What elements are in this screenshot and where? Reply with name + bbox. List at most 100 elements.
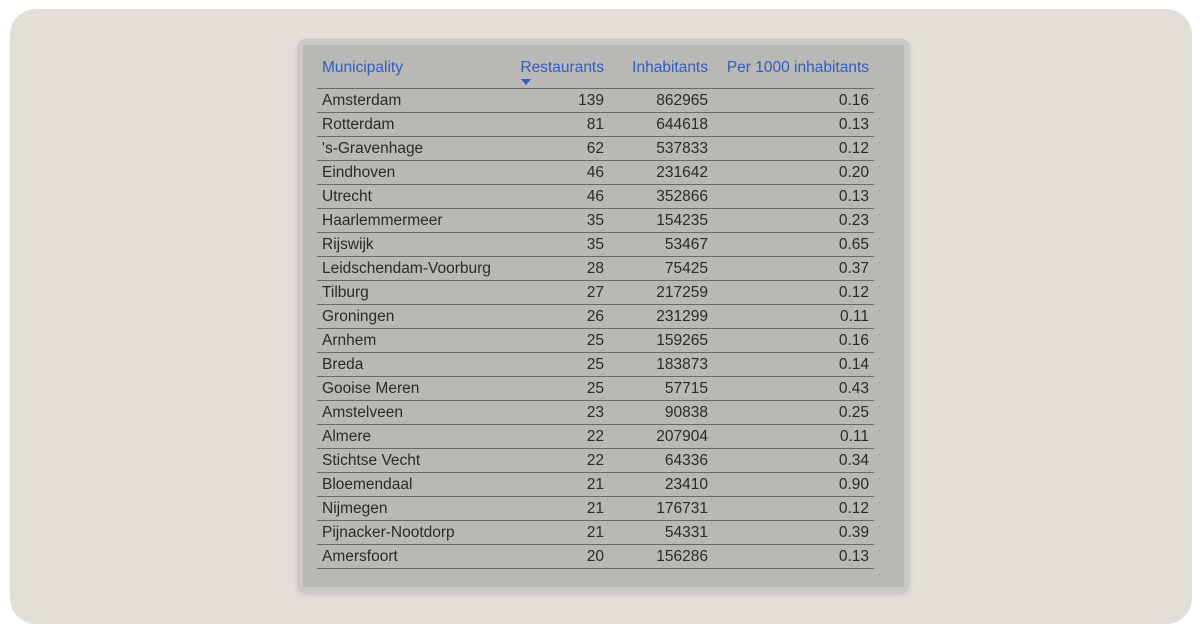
column-header-label: Restaurants (520, 59, 604, 76)
cell-municipality: 's-Gravenhage (322, 140, 424, 157)
cell-inhabitants: 156286 (656, 548, 708, 565)
cell-restaurants: 25 (586, 332, 604, 349)
cell-municipality: Breda (322, 356, 364, 373)
cell-per-1000-inhabitants: 0.43 (838, 380, 869, 397)
column-header-inhabitants[interactable]: Inhabitants (632, 59, 708, 76)
column-header-municipality[interactable]: Municipality (322, 59, 403, 76)
cell-per-1000-inhabitants: 0.12 (838, 140, 869, 157)
cell-municipality: Utrecht (322, 188, 372, 205)
cell-municipality: Stichtse Vecht (322, 452, 421, 469)
cell-inhabitants: 644618 (656, 116, 708, 133)
table-header-row: Municipality Restaurants Inhabitants Per… (317, 45, 874, 89)
cell-restaurants: 22 (586, 452, 604, 469)
cell-per-1000-inhabitants: 0.39 (838, 524, 869, 541)
table-visual-container: Municipality Restaurants Inhabitants Per… (297, 39, 910, 593)
cell-municipality: Amstelveen (322, 404, 403, 421)
column-header-restaurants[interactable]: Restaurants (514, 59, 604, 88)
table-row[interactable]: Amstelveen 23 90838 0.25 (317, 401, 874, 425)
cell-restaurants: 27 (586, 284, 604, 301)
cell-municipality: Amsterdam (322, 92, 402, 109)
table-row[interactable]: Groningen 26 231299 0.11 (317, 305, 874, 329)
cell-per-1000-inhabitants: 0.13 (838, 188, 869, 205)
cell-municipality: Eindhoven (322, 164, 396, 181)
cell-per-1000-inhabitants: 0.90 (838, 476, 869, 493)
table-row[interactable]: Bloemendaal 21 23410 0.90 (317, 473, 874, 497)
table-row[interactable]: Haarlemmermeer 35 154235 0.23 (317, 209, 874, 233)
table-row[interactable]: Rotterdam 81 644618 0.13 (317, 113, 874, 137)
cell-municipality: Bloemendaal (322, 476, 413, 493)
cell-inhabitants: 183873 (656, 356, 708, 373)
cell-municipality: Leidschendam-Voorburg (322, 260, 491, 277)
table-row[interactable]: Stichtse Vecht 22 64336 0.34 (317, 449, 874, 473)
report-canvas: Municipality Restaurants Inhabitants Per… (10, 9, 1192, 624)
municipality-table: Municipality Restaurants Inhabitants Per… (317, 45, 874, 569)
cell-restaurants: 139 (578, 92, 604, 109)
cell-inhabitants: 75425 (664, 260, 708, 277)
table-row[interactable]: Gooise Meren 25 57715 0.43 (317, 377, 874, 401)
cell-municipality: Groningen (322, 308, 395, 325)
table-row[interactable]: Almere 22 207904 0.11 (317, 425, 874, 449)
column-header-restaurants-wrap: Restaurants (520, 59, 604, 85)
cell-per-1000-inhabitants: 0.13 (838, 116, 869, 133)
cell-inhabitants: 176731 (656, 500, 708, 517)
table-body: Amsterdam 139 862965 0.16 Rotterdam 81 644618 0… (317, 89, 874, 569)
cell-restaurants: 62 (586, 140, 604, 157)
cell-restaurants: 81 (586, 116, 604, 133)
cell-per-1000-inhabitants: 0.11 (839, 428, 869, 445)
table-row[interactable]: Eindhoven 46 231642 0.20 (317, 161, 874, 185)
cell-municipality: Pijnacker-Nootdorp (322, 524, 455, 541)
cell-per-1000-inhabitants: 0.20 (838, 164, 869, 181)
cell-restaurants: 25 (586, 356, 604, 373)
table-row[interactable]: Breda 25 183873 0.14 (317, 353, 874, 377)
cell-restaurants: 21 (586, 524, 604, 541)
cell-restaurants: 46 (586, 188, 604, 205)
cell-inhabitants: 54331 (664, 524, 708, 541)
cell-per-1000-inhabitants: 0.23 (838, 212, 869, 229)
table-row[interactable]: Amersfoort 20 156286 0.13 (317, 545, 874, 569)
cell-inhabitants: 231642 (656, 164, 708, 181)
cell-inhabitants: 537833 (656, 140, 708, 157)
column-header-per-1000-inhabitants[interactable]: Per 1000 inhabitants (726, 59, 869, 76)
cell-inhabitants: 57715 (664, 380, 708, 397)
cell-restaurants: 21 (586, 500, 604, 517)
table-row[interactable]: Tilburg 27 217259 0.12 (317, 281, 874, 305)
table-row[interactable]: Arnhem 25 159265 0.16 (317, 329, 874, 353)
table-row[interactable]: Nijmegen 21 176731 0.12 (317, 497, 874, 521)
cell-inhabitants: 217259 (656, 284, 708, 301)
cell-per-1000-inhabitants: 0.25 (838, 404, 869, 421)
cell-restaurants: 20 (586, 548, 604, 565)
cell-municipality: Rijswijk (322, 236, 374, 253)
cell-per-1000-inhabitants: 0.12 (838, 284, 869, 301)
table-row[interactable]: Amsterdam 139 862965 0.16 (317, 89, 874, 113)
cell-restaurants: 23 (586, 404, 604, 421)
cell-municipality: Tilburg (322, 284, 369, 301)
cell-restaurants: 21 (586, 476, 604, 493)
cell-restaurants: 35 (586, 212, 604, 229)
cell-municipality: Almere (322, 428, 372, 445)
cell-per-1000-inhabitants: 0.12 (838, 500, 869, 517)
cell-municipality: Gooise Meren (322, 380, 420, 397)
cell-inhabitants: 352866 (656, 188, 708, 205)
cell-restaurants: 46 (586, 164, 604, 181)
table-row[interactable]: Leidschendam-Voorburg 28 75425 0.37 (317, 257, 874, 281)
table-row[interactable]: 's-Gravenhage 62 537833 0.12 (317, 137, 874, 161)
cell-inhabitants: 154235 (656, 212, 708, 229)
cell-restaurants: 22 (586, 428, 604, 445)
table-row[interactable]: Utrecht 46 352866 0.13 (317, 185, 874, 209)
cell-per-1000-inhabitants: 0.34 (838, 452, 869, 469)
cell-municipality: Arnhem (322, 332, 377, 349)
cell-restaurants: 25 (586, 380, 604, 397)
cell-inhabitants: 64336 (664, 452, 708, 469)
cell-per-1000-inhabitants: 0.11 (839, 308, 869, 325)
table-row[interactable]: Rijswijk 35 53467 0.65 (317, 233, 874, 257)
cell-municipality: Haarlemmermeer (322, 212, 443, 229)
cell-municipality: Rotterdam (322, 116, 395, 133)
cell-municipality: Nijmegen (322, 500, 388, 517)
cell-inhabitants: 207904 (656, 428, 708, 445)
cell-per-1000-inhabitants: 0.65 (838, 236, 869, 253)
cell-inhabitants: 231299 (656, 308, 708, 325)
table-row[interactable]: Pijnacker-Nootdorp 21 54331 0.39 (317, 521, 874, 545)
cell-inhabitants: 862965 (656, 92, 708, 109)
cell-inhabitants: 90838 (664, 404, 708, 421)
cell-per-1000-inhabitants: 0.16 (838, 332, 869, 349)
